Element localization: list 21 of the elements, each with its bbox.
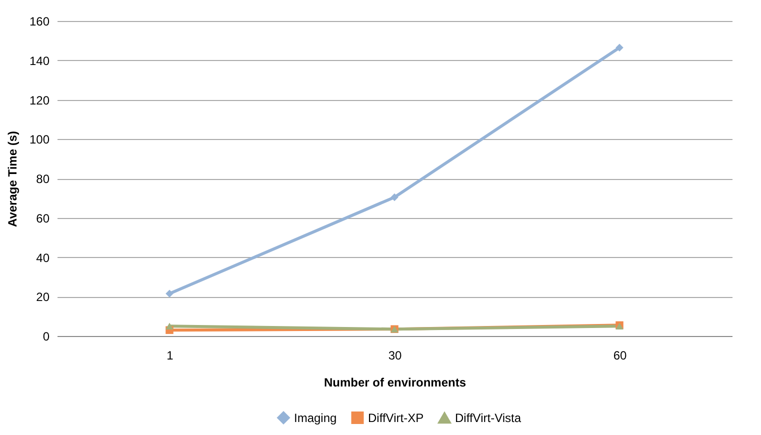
x-tick-label: 60	[613, 348, 627, 362]
y-tick-label: 80	[36, 172, 50, 186]
legend-label: Imaging	[294, 410, 337, 425]
point	[166, 322, 174, 330]
legend-label: DiffVirt-XP	[368, 410, 424, 425]
legend-label: DiffVirt-Vista	[455, 411, 522, 426]
x-axis-title: Number of environments	[324, 376, 466, 390]
x-tick-label: 30	[388, 348, 402, 362]
point	[616, 44, 624, 52]
y-tick-label: 60	[36, 211, 50, 226]
point	[390, 193, 398, 202]
y-tick-label: 40	[36, 250, 50, 265]
y-tick-label: 20	[36, 290, 50, 304]
y-tick-label: 100	[29, 132, 50, 147]
y-tick-label: 120	[29, 93, 50, 108]
y-tick-label: 0	[42, 330, 50, 344]
y-tick-label: 140	[29, 54, 50, 68]
point	[166, 290, 174, 298]
y-tick-label: 160	[29, 14, 50, 28]
y-axis-title: Average Time (s)	[5, 130, 20, 228]
x-tick-label: 1	[166, 348, 174, 362]
